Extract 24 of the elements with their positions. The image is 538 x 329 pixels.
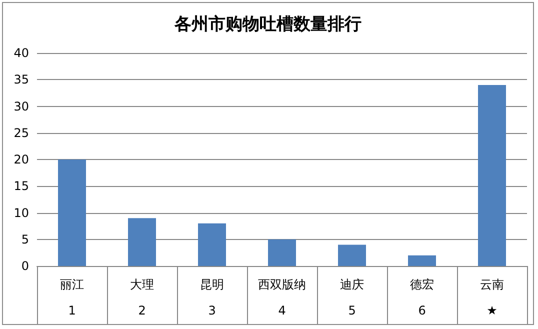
bar — [128, 218, 156, 266]
y-tick-label: 10 — [14, 206, 29, 220]
x-tick-label: 西双版纳 4 — [258, 278, 306, 318]
bar — [268, 239, 296, 266]
bar — [338, 244, 366, 266]
x-tick-label: 迪庆 5 — [340, 278, 364, 318]
bar — [408, 255, 436, 266]
x-tick-label: 昆明 3 — [200, 278, 224, 318]
x-tick-label: 德宏 6 — [410, 278, 434, 318]
bar — [198, 223, 226, 266]
x-tick-label: 丽江 1 — [60, 278, 84, 318]
y-tick-label: 15 — [14, 179, 29, 194]
bar — [58, 160, 86, 266]
bar — [478, 84, 506, 266]
x-tick-label: 云南 ★ — [480, 278, 504, 318]
chart-title: 各州市购物吐槽数量排行 — [174, 14, 362, 34]
y-tick-label: 30 — [14, 99, 29, 114]
x-tick-label: 大理 2 — [130, 278, 154, 318]
y-tick-label: 25 — [14, 126, 29, 140]
y-tick-label: 20 — [14, 152, 29, 166]
y-tick-label: 35 — [14, 72, 29, 87]
y-tick-label: 40 — [14, 46, 29, 60]
y-tick-label: 5 — [21, 232, 29, 246]
y-tick-label: 0 — [21, 259, 29, 273]
